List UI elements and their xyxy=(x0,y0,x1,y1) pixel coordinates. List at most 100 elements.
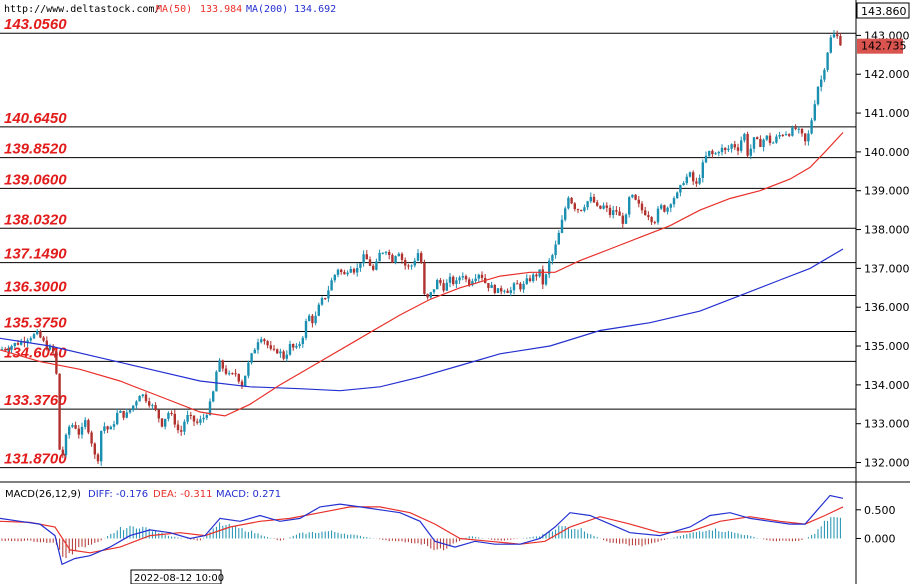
candle-body xyxy=(215,371,218,392)
candle-body xyxy=(628,197,631,215)
level-label: 140.6450 xyxy=(4,110,67,127)
candle-body xyxy=(528,278,532,281)
candle-body xyxy=(39,331,42,338)
candle-body xyxy=(160,418,164,427)
ma50-value: 133.984 xyxy=(200,4,242,15)
candle-body xyxy=(26,340,29,343)
ma200-line xyxy=(0,248,844,392)
candle-body xyxy=(237,374,240,382)
candle-body xyxy=(695,181,698,184)
candle-body xyxy=(621,215,624,224)
candle-body xyxy=(199,419,202,423)
candle-body xyxy=(176,424,180,431)
candle-body xyxy=(295,345,298,348)
candle-body xyxy=(48,345,52,350)
candle-body xyxy=(87,420,90,433)
candle-body xyxy=(119,410,122,413)
candle-body xyxy=(717,152,720,154)
candle-body xyxy=(256,342,260,350)
candle-body xyxy=(260,339,263,343)
candle-body xyxy=(42,337,45,341)
candle-body xyxy=(128,410,132,413)
candle-body xyxy=(356,267,359,273)
candle-body xyxy=(410,265,413,267)
candle-body xyxy=(269,345,272,349)
candle-body xyxy=(144,394,148,402)
candle-body xyxy=(797,128,800,130)
candle-body xyxy=(346,272,349,275)
candle-body xyxy=(509,290,512,293)
candle-body xyxy=(301,337,304,345)
candle-body xyxy=(173,413,176,425)
candle-body xyxy=(778,135,781,137)
ma200-value: 134.692 xyxy=(294,4,336,15)
candle-body xyxy=(586,201,589,208)
candle-body xyxy=(330,280,333,291)
candle-body xyxy=(436,280,439,290)
candle-body xyxy=(746,133,749,156)
candle-body xyxy=(74,425,77,429)
candle-body xyxy=(733,144,736,148)
candle-body xyxy=(839,36,842,46)
candle-body xyxy=(637,199,640,204)
candle-body xyxy=(532,274,535,281)
candle-body xyxy=(208,401,212,416)
candle-body xyxy=(624,214,628,224)
candle-body xyxy=(106,426,109,430)
candle-body xyxy=(772,142,775,144)
candle-body xyxy=(16,343,20,345)
candle-body xyxy=(170,412,173,414)
candle-body xyxy=(7,349,10,351)
candle-body xyxy=(109,426,112,430)
candle-body xyxy=(116,412,119,425)
candle-body xyxy=(544,274,548,285)
macd-tick-label: 0.500 xyxy=(864,504,896,517)
candle-body xyxy=(596,202,599,206)
candle-body xyxy=(557,232,560,245)
candle-body xyxy=(583,207,586,211)
candle-body xyxy=(516,283,519,285)
candle-body xyxy=(535,274,538,277)
level-label: 137.1490 xyxy=(4,246,67,263)
level-label: 135.3750 xyxy=(4,314,67,331)
candle-body xyxy=(340,269,343,273)
candle-body xyxy=(573,203,576,210)
candle-body xyxy=(154,405,157,410)
price-tick-label: 136.000 xyxy=(864,301,910,314)
candle-body xyxy=(442,283,445,291)
price-axis-ticks: 143.000142.000141.000140.000139.000138.0… xyxy=(856,29,910,470)
candle-body xyxy=(416,253,420,261)
candle-body xyxy=(692,172,695,182)
candle-body xyxy=(231,373,234,375)
candle-body xyxy=(480,274,484,278)
candle-body xyxy=(378,252,381,262)
candle-body xyxy=(727,148,730,151)
candle-body xyxy=(490,284,493,289)
candle-body xyxy=(125,412,128,418)
candle-body xyxy=(765,135,768,140)
candle-body xyxy=(560,219,564,233)
candle-body xyxy=(644,210,647,216)
candle-body xyxy=(279,351,282,354)
candle-body xyxy=(541,269,544,285)
candle-body xyxy=(564,208,567,220)
price-tick-label: 139.000 xyxy=(864,185,910,198)
candle-body xyxy=(704,155,708,163)
candle-body xyxy=(397,253,400,257)
candle-body xyxy=(234,373,237,375)
candle-body xyxy=(775,136,778,143)
price-tick-label: 140.000 xyxy=(864,146,910,159)
candle-body xyxy=(250,353,253,363)
candle-body xyxy=(698,177,701,184)
price-tick-label: 133.000 xyxy=(864,418,910,431)
macd-diff-label: DIFF: -0.176 xyxy=(88,489,148,500)
candle-body xyxy=(784,134,788,136)
candle-body xyxy=(388,252,391,255)
candle-body xyxy=(800,128,804,134)
candle-body xyxy=(554,244,557,256)
candle-body xyxy=(218,360,221,372)
price-tick-label: 137.000 xyxy=(864,262,910,275)
candle-body xyxy=(429,292,432,298)
candle-body xyxy=(461,276,464,278)
candle-body xyxy=(496,288,500,293)
